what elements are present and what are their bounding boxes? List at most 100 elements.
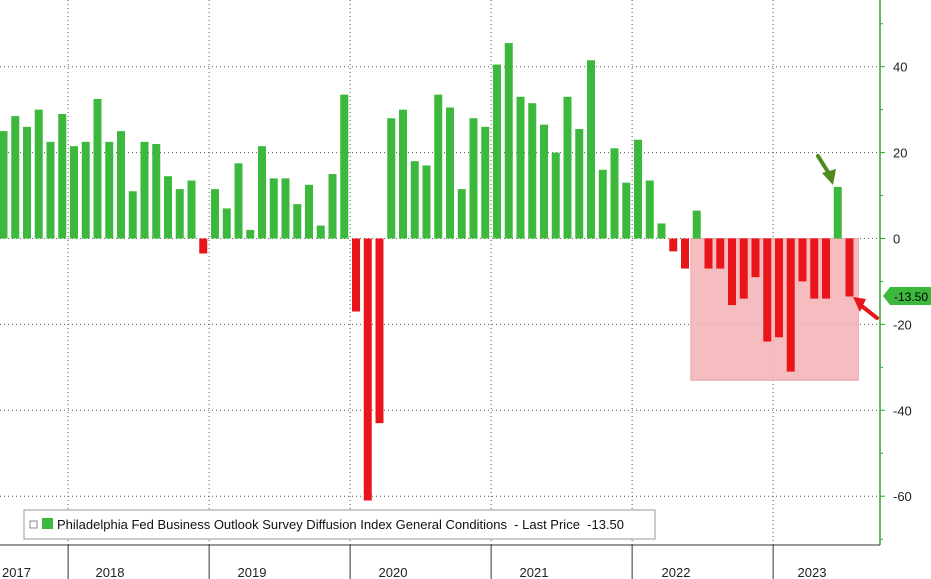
highlight-box-layer	[690, 238, 859, 381]
bar	[34, 109, 43, 239]
bar	[587, 60, 595, 239]
bar	[798, 238, 807, 282]
bar	[845, 238, 854, 297]
bar	[575, 128, 584, 239]
y-tick-label: -20	[893, 317, 912, 332]
x-year-label: 2020	[379, 565, 408, 579]
bar	[222, 208, 231, 239]
bar	[305, 184, 313, 239]
bar	[117, 131, 125, 239]
bar	[751, 238, 760, 278]
bar	[669, 238, 678, 252]
bar	[281, 178, 290, 239]
bar	[128, 191, 137, 239]
y-tick-label: -60	[893, 489, 912, 504]
legend: Philadelphia Fed Business Outlook Survey…	[23, 509, 656, 540]
bar	[692, 210, 701, 239]
bar	[610, 148, 619, 239]
bar	[58, 113, 67, 239]
bar	[211, 189, 219, 239]
legend-box	[23, 509, 656, 540]
bar	[46, 141, 55, 239]
bar	[234, 163, 243, 239]
bar	[422, 165, 431, 239]
green-arrow-shaft	[816, 154, 830, 174]
x-year-label: 2018	[96, 565, 125, 579]
bar	[70, 146, 78, 239]
bar	[352, 238, 360, 312]
bar	[716, 238, 725, 269]
bar	[704, 238, 713, 269]
highlight-box	[690, 238, 859, 381]
bar	[822, 238, 830, 299]
bar	[434, 94, 443, 239]
last-value-badge-shape	[883, 287, 931, 305]
bar	[528, 103, 537, 239]
bar	[810, 238, 819, 299]
bar	[328, 174, 337, 239]
bar	[399, 109, 407, 239]
bar	[739, 238, 748, 299]
bar	[269, 178, 278, 239]
bar	[786, 238, 795, 372]
bar	[645, 180, 654, 239]
bar	[763, 238, 772, 342]
red-arrow-shaft	[861, 305, 879, 320]
legend-swatch	[42, 518, 53, 529]
y-tick-label: 20	[893, 146, 907, 161]
bar	[657, 223, 666, 239]
bar	[140, 141, 149, 239]
bar	[23, 126, 31, 239]
green-arrow-head	[822, 169, 836, 185]
x-year-label: 2017	[2, 565, 31, 579]
bar	[175, 189, 184, 239]
bar	[0, 131, 8, 239]
y-tick-label: 40	[893, 60, 907, 75]
x-year-label: 2022	[662, 565, 691, 579]
bar	[728, 238, 736, 306]
red-arrow-head	[853, 297, 866, 312]
annotations-layer	[816, 154, 879, 320]
red-arrow	[853, 297, 879, 320]
bar	[363, 238, 372, 501]
bar	[516, 96, 525, 239]
bar	[11, 116, 20, 239]
bar	[551, 152, 560, 239]
bar	[493, 64, 501, 239]
x-year-label: 2019	[238, 565, 267, 579]
bars-layer	[0, 43, 854, 501]
bar	[469, 118, 478, 239]
last-value-badge: -13.50	[883, 287, 931, 305]
bar	[775, 238, 783, 338]
bar	[457, 189, 466, 239]
x-axis: 2017 2018 2019 2020 2021 2022 2023	[0, 544, 880, 579]
bar	[340, 94, 349, 239]
bar	[634, 139, 642, 239]
legend-label: Philadelphia Fed Business Outlook Survey…	[57, 517, 624, 532]
bar	[833, 186, 842, 239]
bar	[187, 180, 196, 239]
bar	[598, 169, 607, 239]
y-tick-label: -40	[893, 403, 912, 418]
bar	[681, 238, 689, 269]
x-year-label: 2021	[520, 565, 549, 579]
bar	[152, 144, 161, 239]
bar	[410, 161, 419, 239]
bar	[540, 124, 548, 239]
legend-expand-icon[interactable]	[29, 520, 38, 529]
bar	[375, 238, 384, 424]
y-tick-label: 0	[893, 232, 900, 247]
bar	[105, 141, 114, 239]
bar	[81, 141, 90, 239]
bar	[481, 126, 490, 239]
x-year-label: 2023	[798, 565, 827, 579]
green-arrow	[816, 154, 836, 185]
bar	[446, 107, 454, 239]
bar	[258, 146, 266, 239]
bar	[387, 118, 396, 239]
bar	[563, 96, 572, 239]
y-axis: 40 20 0 -20 -40 -60	[879, 0, 912, 545]
bar	[622, 182, 631, 239]
